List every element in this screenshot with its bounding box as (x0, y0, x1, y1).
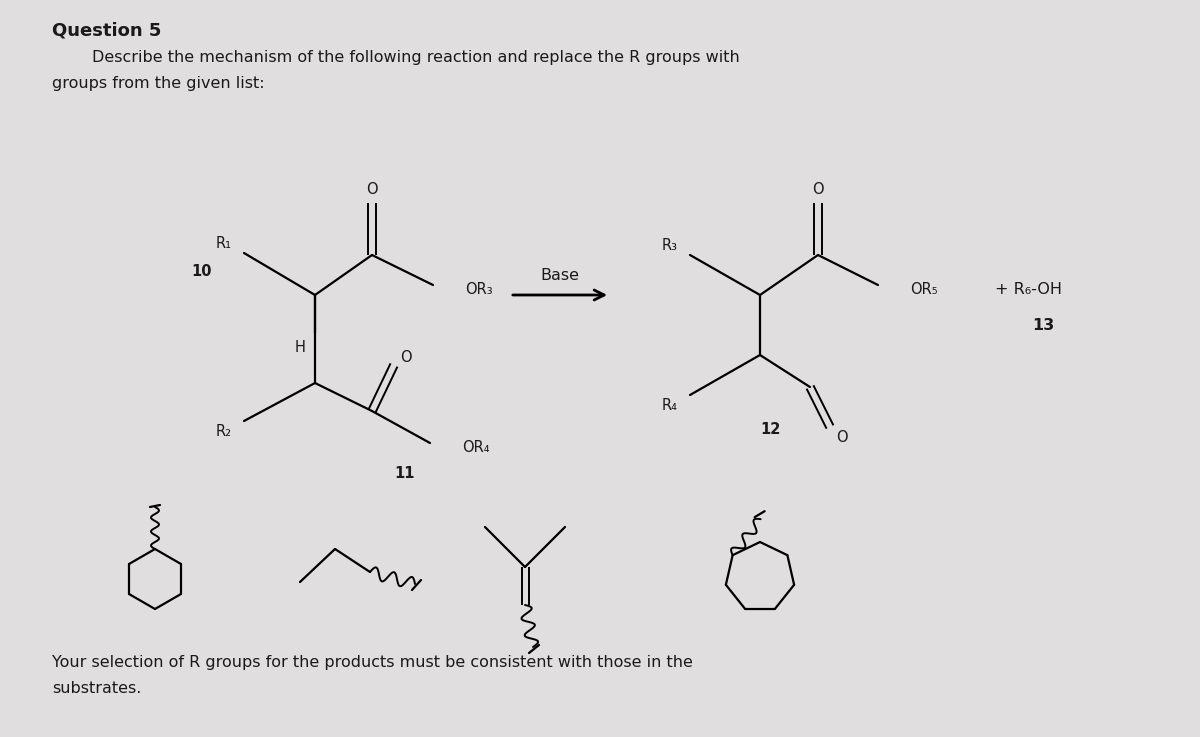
Text: Describe the mechanism of the following reaction and replace the R groups with: Describe the mechanism of the following … (92, 50, 739, 65)
Text: O: O (836, 430, 848, 444)
Text: Question 5: Question 5 (52, 22, 161, 40)
Text: OR₅: OR₅ (910, 282, 937, 296)
Text: R₄: R₄ (662, 397, 678, 413)
Text: H: H (294, 340, 306, 354)
Text: Base: Base (540, 268, 580, 282)
Text: groups from the given list:: groups from the given list: (52, 76, 265, 91)
Text: 11: 11 (395, 466, 415, 481)
Text: + R₆-OH: + R₆-OH (995, 282, 1062, 298)
Text: O: O (400, 349, 412, 365)
Text: R₂: R₂ (216, 424, 232, 439)
Text: OR₄: OR₄ (462, 439, 490, 455)
Text: O: O (812, 183, 824, 198)
Text: R₁: R₁ (216, 236, 232, 251)
Text: 12: 12 (760, 422, 780, 438)
Text: OR₃: OR₃ (466, 282, 493, 296)
Text: 13: 13 (1032, 318, 1055, 332)
Text: Your selection of R groups for the products must be consistent with those in the: Your selection of R groups for the produ… (52, 655, 692, 670)
Text: O: O (366, 183, 378, 198)
Text: substrates.: substrates. (52, 681, 142, 696)
Text: 10: 10 (192, 264, 212, 279)
Text: R₃: R₃ (662, 237, 678, 253)
